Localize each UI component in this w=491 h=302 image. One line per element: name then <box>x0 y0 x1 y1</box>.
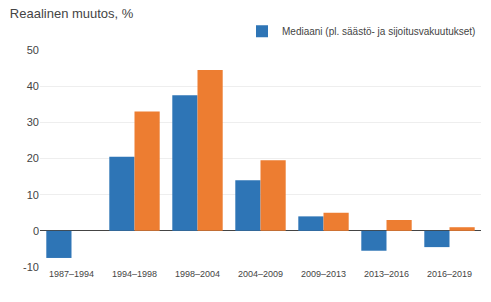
svg-text:0: 0 <box>33 225 39 237</box>
svg-text:50: 50 <box>27 44 39 56</box>
svg-text:Reaalinen muutos, %: Reaalinen muutos, % <box>10 6 134 21</box>
svg-text:2016–2019: 2016–2019 <box>427 269 472 279</box>
svg-text:30: 30 <box>27 116 39 128</box>
svg-text:1987–1994: 1987–1994 <box>49 269 94 279</box>
svg-text:20: 20 <box>27 152 39 164</box>
svg-text:2009–2013: 2009–2013 <box>301 269 346 279</box>
svg-text:2004–2009: 2004–2009 <box>238 269 283 279</box>
svg-text:-10: -10 <box>23 261 39 273</box>
svg-text:Mediaani (pl. säästö- ja sijoi: Mediaani (pl. säästö- ja sijoitusvakuutu… <box>282 26 475 37</box>
svg-text:40: 40 <box>27 80 39 92</box>
svg-text:10: 10 <box>27 189 39 201</box>
svg-text:1994–1998: 1994–1998 <box>112 269 157 279</box>
svg-text:1998–2004: 1998–2004 <box>175 269 220 279</box>
svg-text:2013–2016: 2013–2016 <box>364 269 409 279</box>
